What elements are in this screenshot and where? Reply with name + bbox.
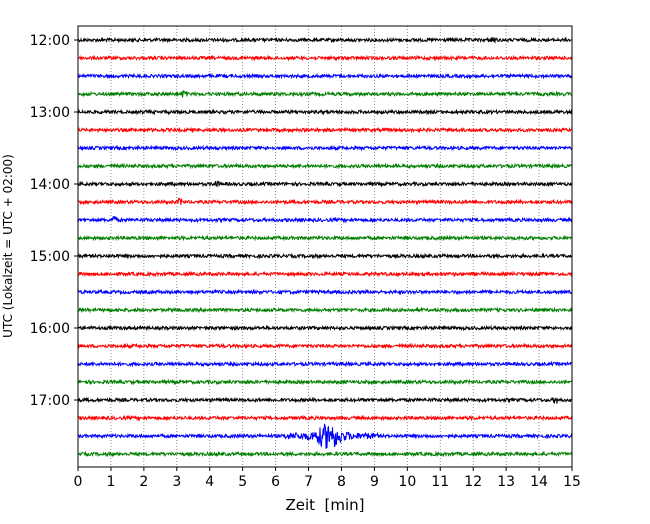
trace-row-11 <box>77 234 573 242</box>
trace-row-16 <box>77 324 573 332</box>
x-tick-label: 15 <box>563 474 581 490</box>
x-tick-label: 14 <box>530 474 548 490</box>
x-tick-label: 2 <box>139 474 148 490</box>
x-tick-label: 10 <box>398 474 416 490</box>
x-tick-label: 7 <box>304 474 313 490</box>
trace-row-8 <box>77 180 573 188</box>
trace-row-23 <box>77 450 573 458</box>
x-tick-label: 3 <box>172 474 181 490</box>
y-tick-label: 13:00 <box>30 105 70 121</box>
y-tick-label: 15:00 <box>30 249 70 265</box>
x-tick-label: 4 <box>205 474 214 490</box>
y-tick-label: 16:00 <box>30 321 70 337</box>
x-axis-label: Zeit [min] <box>285 496 364 514</box>
x-tick-label: 13 <box>497 474 515 490</box>
trace-row-15 <box>78 306 573 314</box>
y-axis-label: UTC (Lokalzeit = UTC + 02:00) <box>1 154 15 338</box>
trace-row-5 <box>77 126 573 134</box>
x-tick-label: 8 <box>337 474 346 490</box>
trace-row-21 <box>77 414 573 422</box>
trace-row-0 <box>77 36 573 44</box>
trace-row-20 <box>77 396 573 404</box>
trace-row-3 <box>77 90 573 98</box>
trace-row-6 <box>77 144 573 152</box>
trace-row-7 <box>77 162 573 170</box>
trace-row-1 <box>77 54 573 62</box>
x-tick-label: 0 <box>74 474 83 490</box>
plot-frame <box>77 25 573 468</box>
trace-row-4 <box>77 108 573 116</box>
traces <box>77 36 573 458</box>
trace-row-2 <box>77 72 573 80</box>
trace-row-22 <box>77 423 573 449</box>
x-tick-label: 12 <box>464 474 482 490</box>
y-tick-label: 14:00 <box>30 177 70 193</box>
y-ticks: 12:00 13:00 14:00 15:00 16:00 17:00 <box>30 33 78 409</box>
trace-row-9 <box>77 197 573 206</box>
x-tick-label: 1 <box>106 474 115 490</box>
trace-row-14 <box>77 288 573 296</box>
trace-row-19 <box>77 378 573 386</box>
x-tick-label: 9 <box>370 474 379 490</box>
trace-row-13 <box>77 270 573 278</box>
trace-row-17 <box>77 342 573 350</box>
x-tick-label: 6 <box>271 474 280 490</box>
trace-row-12 <box>77 252 573 260</box>
x-tick-label: 11 <box>431 474 449 490</box>
trace-row-10 <box>77 216 573 224</box>
x-ticks: 0 1 2 3 4 5 6 7 8 9 10 11 12 13 14 15 <box>74 467 581 490</box>
x-tick-label: 5 <box>238 474 247 490</box>
trace-row-18 <box>77 360 573 368</box>
y-tick-label: 17:00 <box>30 393 70 409</box>
y-tick-label: 12:00 <box>30 33 70 49</box>
